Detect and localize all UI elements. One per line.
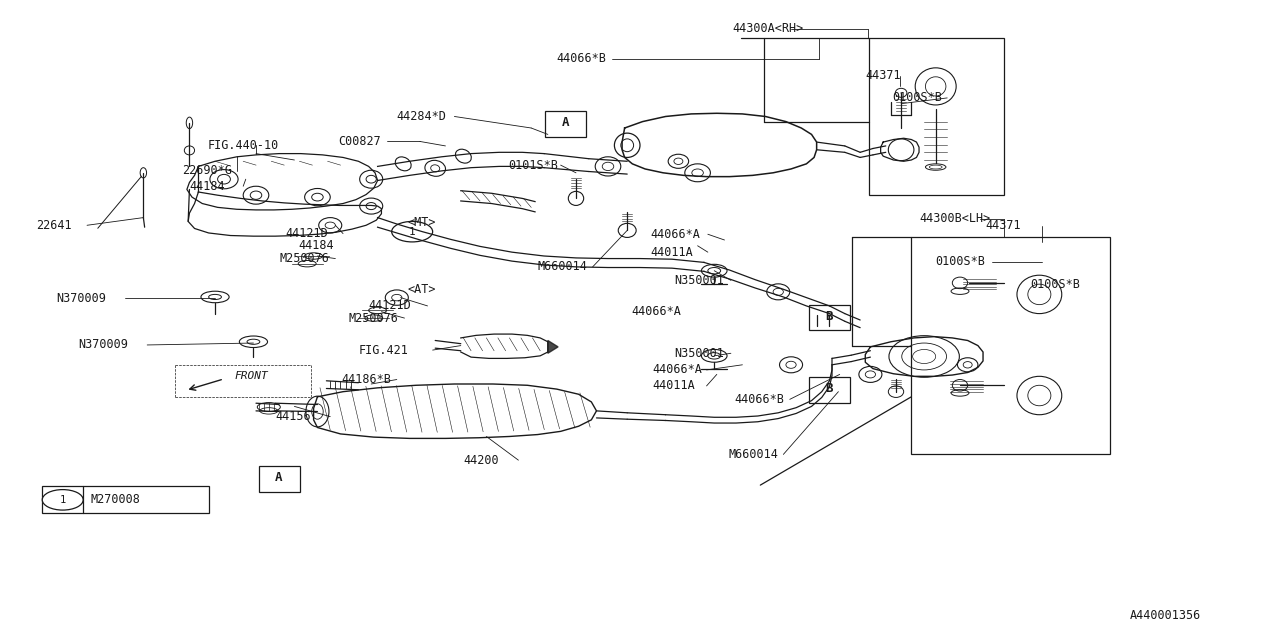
Text: 44066*A: 44066*A [631, 305, 681, 318]
Text: <AT>: <AT> [407, 283, 435, 296]
Ellipse shape [239, 336, 268, 348]
Ellipse shape [201, 291, 229, 303]
Bar [259, 466, 300, 492]
Circle shape [701, 264, 727, 277]
Bar [911, 237, 1110, 454]
Bar [42, 486, 209, 513]
Text: 44371: 44371 [865, 69, 901, 82]
Text: 44284*D: 44284*D [397, 110, 447, 123]
Text: N350001: N350001 [675, 347, 724, 360]
Circle shape [392, 221, 433, 242]
Ellipse shape [209, 294, 221, 300]
Text: FIG.421: FIG.421 [358, 344, 408, 356]
Text: 22690*G: 22690*G [182, 164, 232, 177]
Text: M250076: M250076 [348, 312, 398, 324]
Text: 0101S*B: 0101S*B [508, 159, 558, 172]
Text: 44066*A: 44066*A [650, 228, 700, 241]
Text: B: B [826, 310, 833, 323]
Text: 44184: 44184 [189, 180, 225, 193]
Text: FIG.440-10: FIG.440-10 [207, 139, 279, 152]
Bar [545, 111, 586, 137]
Text: 44011A: 44011A [650, 246, 692, 259]
Text: 1: 1 [408, 227, 416, 237]
Text: 44121D: 44121D [285, 227, 328, 240]
Circle shape [701, 349, 727, 362]
Bar [809, 377, 850, 403]
Text: A440001356: A440001356 [1130, 609, 1202, 622]
Circle shape [708, 353, 721, 359]
Text: 44121D: 44121D [369, 300, 411, 312]
Text: FRONT: FRONT [234, 371, 268, 381]
Text: 44066*B: 44066*B [735, 393, 785, 406]
Text: 1: 1 [60, 495, 65, 505]
Text: 0100S*B: 0100S*B [892, 92, 942, 104]
Text: 44300A<RH>: 44300A<RH> [732, 22, 804, 35]
Text: A: A [275, 471, 283, 484]
Text: 44300B<LH>: 44300B<LH> [919, 212, 991, 225]
Text: M660014: M660014 [728, 448, 778, 461]
Text: 44184: 44184 [298, 239, 334, 252]
Circle shape [708, 268, 721, 274]
Text: C00827: C00827 [338, 135, 380, 148]
Text: N370009: N370009 [56, 292, 106, 305]
Text: 0100S*B: 0100S*B [936, 255, 986, 268]
Text: 44066*B: 44066*B [557, 52, 607, 65]
Text: 44200: 44200 [463, 454, 499, 467]
Text: 44011A: 44011A [653, 380, 695, 392]
Text: <MT>: <MT> [407, 216, 435, 228]
Bar [869, 38, 1004, 195]
Circle shape [42, 490, 83, 510]
Text: N370009: N370009 [78, 339, 128, 351]
Ellipse shape [247, 339, 260, 344]
Bar [809, 305, 850, 330]
Text: 44156: 44156 [275, 410, 311, 423]
Text: B: B [826, 382, 833, 395]
Text: M250076: M250076 [279, 252, 329, 265]
Text: M660014: M660014 [538, 260, 588, 273]
Text: 0100S*B: 0100S*B [1030, 278, 1080, 291]
Text: 44186*B: 44186*B [342, 373, 392, 386]
Text: 44066*A: 44066*A [653, 364, 703, 376]
Text: N350001: N350001 [675, 274, 724, 287]
Text: M270008: M270008 [91, 493, 141, 506]
Text: A: A [562, 116, 570, 129]
Polygon shape [548, 340, 558, 353]
Text: 22641: 22641 [36, 219, 72, 232]
Text: 44371: 44371 [986, 220, 1021, 232]
